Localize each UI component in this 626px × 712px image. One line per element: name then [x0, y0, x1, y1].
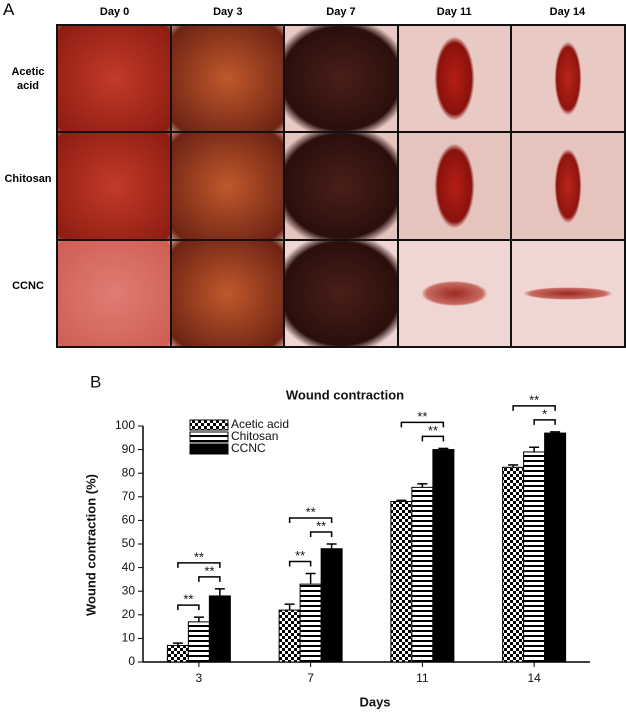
significance-label: **	[183, 592, 193, 607]
panel-label: A	[3, 0, 15, 19]
bar	[390, 501, 413, 663]
significance-label: **	[316, 518, 326, 533]
wound-photo	[58, 240, 170, 346]
wound-photo	[171, 240, 284, 346]
y-tick-label: 70	[122, 489, 136, 503]
legend-swatch	[189, 431, 229, 443]
significance-label: **	[428, 423, 438, 438]
y-tick-label: 0	[128, 654, 135, 668]
significance-bracket	[421, 435, 445, 442]
significance-bracket	[309, 531, 333, 537]
row-header: CCNC	[12, 279, 44, 292]
significance-bracket	[198, 576, 221, 582]
significance-label: **	[529, 392, 539, 407]
bar	[187, 621, 210, 663]
wound-photo	[58, 26, 170, 132]
bar	[523, 451, 546, 663]
legend-label: CCNC	[231, 441, 266, 455]
bar	[208, 595, 231, 663]
legend-label: Chitosan	[231, 429, 278, 443]
x-tick-label: 14	[527, 671, 541, 685]
photo-panel: A Day 0 Day 3 Day 7 Day 11 Day 14 Acetic acid…	[0, 0, 626, 352]
y-tick-label: 40	[122, 560, 136, 574]
wound-photo	[512, 133, 624, 239]
column-header: Day 11	[436, 6, 472, 18]
wound-photo	[512, 26, 624, 132]
bar	[278, 609, 301, 663]
y-tick-label: 100	[115, 418, 135, 432]
significance-bracket	[288, 517, 333, 523]
y-tick-label: 60	[122, 513, 136, 527]
bar	[299, 583, 322, 663]
significance-bracket	[177, 604, 200, 611]
wound-photo	[285, 240, 397, 346]
significance-bracket	[177, 562, 221, 568]
wound-photo	[398, 26, 511, 132]
bar	[411, 486, 434, 663]
legend-swatch	[189, 419, 229, 431]
legend-label: Acetic acid	[231, 417, 289, 431]
significance-label: **	[204, 563, 214, 578]
chart: B Wound contraction Days Wound contracti…	[83, 372, 590, 709]
significance-bracket	[512, 405, 556, 411]
bar	[166, 644, 189, 663]
column-header: Day 3	[213, 6, 243, 18]
column-header: Day 0	[99, 6, 130, 18]
wound-photo	[285, 133, 397, 239]
column-header: Day 7	[326, 6, 356, 18]
wound-photo	[171, 133, 284, 239]
wound-photo	[285, 26, 397, 132]
wound-photo	[171, 26, 284, 132]
legend-swatch	[189, 443, 229, 455]
x-tick-label: 3	[196, 671, 203, 685]
y-tick-label: 10	[122, 631, 136, 645]
bar	[502, 466, 525, 663]
y-tick-label: 20	[122, 607, 136, 621]
chart-title: Wound contraction	[286, 387, 404, 402]
wound-photo	[512, 240, 624, 346]
row-header: Chitosan	[4, 173, 52, 185]
x-axis-label: Days	[359, 694, 390, 709]
y-tick-label: 90	[122, 442, 136, 456]
wound-photo	[398, 240, 511, 346]
x-tick-label: 7	[307, 671, 314, 685]
significance-bracket	[288, 560, 312, 567]
significance-label: **	[417, 409, 427, 424]
x-tick-label: 11	[416, 671, 429, 685]
significance-label: **	[306, 504, 316, 519]
significance-bracket	[533, 419, 556, 425]
wound-photo	[58, 133, 170, 239]
row-header: Acetic acid	[11, 66, 45, 93]
y-tick-label: 50	[122, 536, 136, 550]
significance-label: **	[295, 548, 305, 563]
panel-label: B	[90, 372, 101, 391]
y-tick-label: 30	[122, 583, 136, 597]
wound-photo	[398, 133, 511, 239]
column-header: Day 14	[549, 6, 586, 18]
photo-grid	[56, 24, 626, 348]
bar	[432, 449, 455, 663]
significance-label: **	[194, 549, 204, 564]
y-axis-label: Wound contraction (%)	[83, 474, 98, 616]
bar	[544, 432, 567, 663]
significance-label: *	[542, 406, 547, 421]
significance-bracket	[400, 421, 445, 428]
y-tick-label: 80	[122, 465, 136, 479]
bar	[320, 548, 343, 663]
